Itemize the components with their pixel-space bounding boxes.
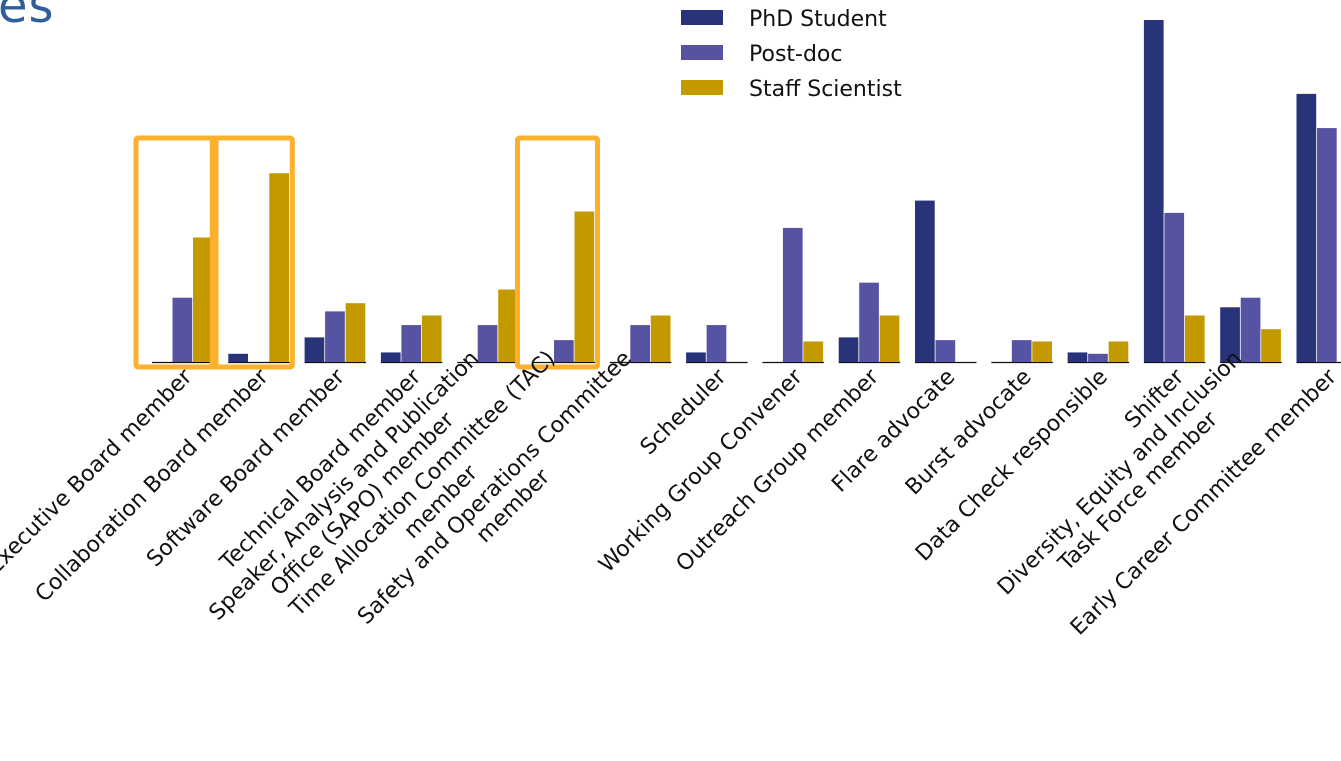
bar-phd-student-technical-board-member	[380, 352, 401, 362]
bar-phd-student-software-board-member	[304, 337, 325, 362]
bar-staff-scientist-shifter	[1184, 315, 1205, 362]
bar-post-doc-outreach-group-member	[859, 282, 879, 362]
bar-post-doc-flare-advocate	[935, 340, 956, 362]
bar-post-doc-diversity-equity-and-inclusion-task-force-member	[1240, 297, 1261, 362]
bar-post-doc-speaker-analysis-and-publication-office-sapo-member	[477, 325, 498, 362]
legend-swatch-phd-student	[681, 10, 723, 25]
bar-post-doc-burst-advocate	[1011, 340, 1032, 362]
bar-post-doc-executive-board-member	[172, 297, 193, 362]
legend-swatch-staff-scientist	[681, 80, 723, 95]
bar-phd-student-scheduler	[686, 352, 706, 362]
bar-phd-student-data-check-responsible	[1067, 352, 1088, 362]
legend: PhD Student Post-doc Staff Scientist	[681, 7, 902, 102]
bar-post-doc-time-allocation-committee-tac-member	[554, 340, 574, 362]
bar-staff-scientist-executive-board-member	[193, 237, 213, 362]
bar-phd-student-early-career-committee-member	[1296, 93, 1317, 362]
bar-staff-scientist-diversity-equity-and-inclusion-task-force-member	[1261, 329, 1281, 362]
bar-staff-scientist-collaboration-board-member	[269, 173, 289, 362]
bar-post-doc-scheduler	[706, 325, 727, 362]
bar-post-doc-software-board-member	[325, 311, 345, 362]
bar-staff-scientist-speaker-analysis-and-publication-office-sapo-member	[498, 289, 518, 362]
bar-staff-scientist-software-board-member	[345, 303, 366, 362]
bar-staff-scientist-time-allocation-committee-tac-member	[574, 211, 595, 362]
bar-staff-scientist-outreach-group-member	[879, 315, 900, 362]
highlight-box-3	[515, 135, 600, 370]
bars-layer	[172, 20, 1337, 362]
bar-staff-scientist-burst-advocate	[1032, 341, 1052, 362]
bar-post-doc-safety-and-operations-committee-member	[630, 325, 650, 362]
highlight-box-1	[133, 135, 219, 370]
page-title-fragment: es	[0, 0, 55, 34]
bar-post-doc-shifter	[1164, 212, 1185, 362]
bar-post-doc-working-group-convener	[782, 227, 803, 362]
bar-post-doc-data-check-responsible	[1088, 353, 1108, 362]
bar-phd-student-outreach-group-member	[838, 337, 859, 362]
legend-swatch-post-doc	[681, 45, 723, 60]
legend-label-phd-student: PhD Student	[749, 7, 887, 32]
bar-post-doc-technical-board-member	[401, 325, 422, 362]
bar-phd-student-flare-advocate	[915, 200, 935, 362]
bar-staff-scientist-working-group-convener	[803, 341, 824, 362]
bar-staff-scientist-safety-and-operations-committee-member	[650, 315, 671, 362]
bar-phd-student-shifter	[1143, 20, 1164, 362]
bar-post-doc-early-career-committee-member	[1317, 128, 1337, 362]
legend-label-post-doc: Post-doc	[749, 42, 843, 67]
highlight-box-2	[209, 135, 295, 370]
highlight-layer	[133, 135, 600, 370]
bar-staff-scientist-technical-board-member	[421, 315, 442, 362]
bar-phd-student-collaboration-board-member	[228, 353, 248, 362]
bar-staff-scientist-data-check-responsible	[1108, 341, 1129, 362]
bar-phd-student-diversity-equity-and-inclusion-task-force-member	[1220, 307, 1240, 362]
legend-label-staff-scientist: Staff Scientist	[749, 77, 902, 102]
